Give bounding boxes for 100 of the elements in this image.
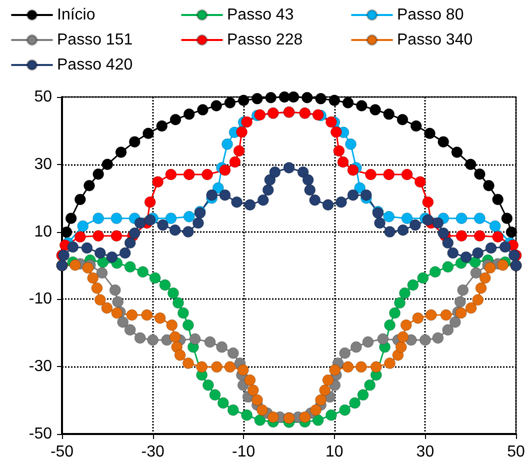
point [216,341,228,353]
point [449,316,461,328]
point [349,397,361,409]
point [395,341,407,353]
point [414,176,426,188]
point [484,262,496,274]
point [206,189,218,201]
point [174,349,186,361]
point [374,217,386,229]
point [383,168,395,180]
x-tick-label: 30 [416,444,434,460]
point [238,94,250,106]
point [337,156,349,168]
point [94,247,106,259]
point [384,357,396,369]
point [256,404,268,416]
point [254,109,266,121]
point [224,96,236,108]
point [231,196,243,208]
point [329,364,341,376]
point [497,259,509,271]
point [211,361,223,373]
point [397,224,409,236]
point [460,251,472,263]
point [182,319,194,331]
point [432,217,444,229]
point [474,212,486,224]
point [167,287,179,299]
point [142,128,154,140]
point [470,267,482,279]
point [182,357,194,369]
point [355,361,367,373]
point [419,334,431,346]
point [492,194,504,206]
point [465,302,477,314]
point [475,282,487,294]
x-tick-label: 50 [507,444,525,460]
point [325,409,337,421]
point [345,138,356,150]
point [77,220,89,232]
point [342,96,354,108]
point [442,324,454,336]
point [360,189,372,201]
point [357,389,369,401]
point [183,168,195,180]
point [210,100,222,112]
point [339,347,351,359]
point [309,194,321,206]
point [425,309,437,321]
point [464,158,476,170]
point [399,287,411,299]
point [325,116,337,128]
point [312,109,324,121]
point [102,158,114,170]
point [454,296,466,308]
legend-label: Passo 228 [227,32,303,48]
point [156,120,168,132]
point [219,189,231,201]
point [396,114,408,126]
point [217,397,229,409]
point [165,212,177,224]
point [119,247,131,259]
point [112,296,124,308]
point [422,214,434,226]
y-tick-label: 30 [34,156,52,173]
point [183,108,195,120]
point [244,199,256,211]
point [204,336,216,348]
point [262,184,274,196]
point [224,361,236,373]
point [60,226,72,238]
y-tick-label: -50 [28,426,52,442]
point [377,333,389,345]
point [265,92,277,104]
point [170,114,182,126]
point [202,379,214,391]
point [110,230,122,242]
legend-label: Início [57,6,96,24]
point [409,219,421,231]
point [335,196,347,208]
point [159,279,171,291]
point [288,91,300,103]
point [432,332,444,344]
point [499,241,511,253]
point [347,189,359,201]
point [315,92,327,104]
point [315,394,327,406]
point [87,272,99,284]
point [251,92,263,104]
legend-label: Passo 80 [397,6,464,24]
point [370,361,382,373]
point [144,196,156,208]
point [92,230,104,242]
point [147,334,159,346]
point [384,226,396,238]
point [182,226,194,238]
point [84,180,95,192]
point [241,116,253,128]
point [124,237,136,249]
point [197,104,208,116]
